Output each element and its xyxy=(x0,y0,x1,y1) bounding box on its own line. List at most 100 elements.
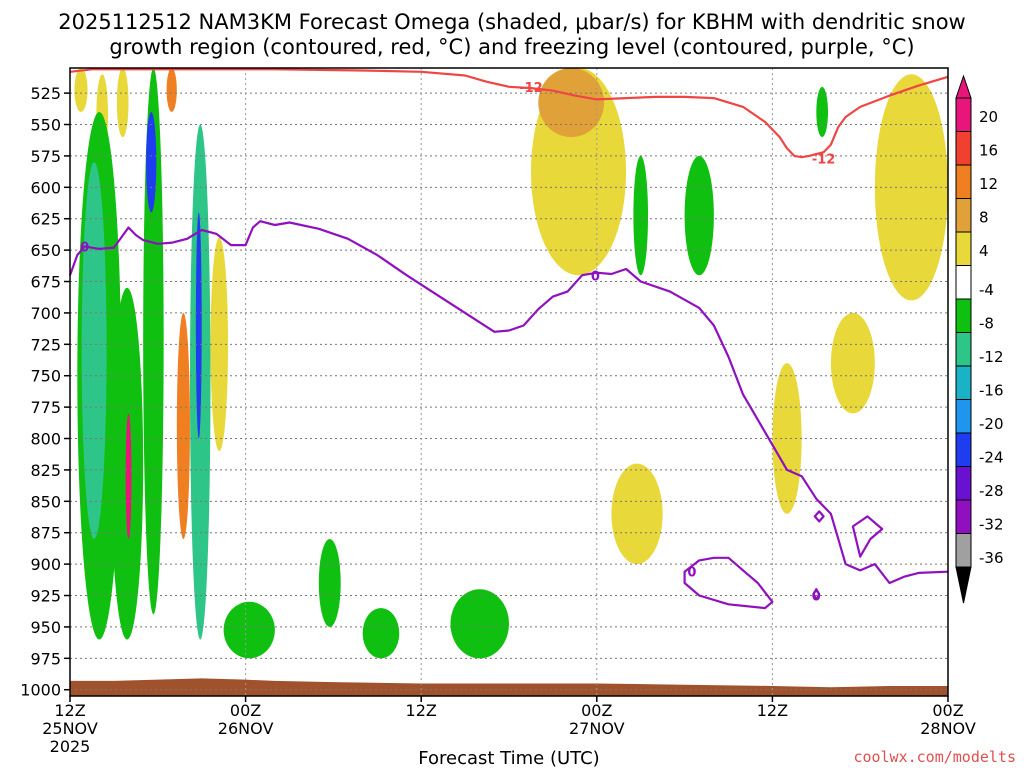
omega-region-14 xyxy=(223,601,275,659)
y-tick-label-800: 800 xyxy=(30,430,61,449)
colorbar-swatch-13 xyxy=(955,533,972,568)
plot-grid xyxy=(69,68,949,696)
colorbar-label-10: -24 xyxy=(979,449,1004,467)
contour-lines: -12 -12 0 0 0 0 xyxy=(68,68,949,610)
colorbar-swatch-10 xyxy=(955,432,972,467)
y-tick-label-750: 750 xyxy=(30,367,61,386)
colorbar-label-0: 20 xyxy=(979,108,998,126)
colorbar-swatch-7 xyxy=(955,332,972,367)
x-tick-label-5-1: 28NOV xyxy=(920,719,976,738)
colorbar-label-9: -20 xyxy=(979,415,1004,433)
y-tick-label-950: 950 xyxy=(30,618,61,637)
x-axis-label: Forecast Time (UTC) xyxy=(418,748,599,768)
x-tick-label-0-0: 12Z xyxy=(54,701,85,720)
colorbar-swatch-6 xyxy=(955,298,972,333)
omega-region-8 xyxy=(146,111,157,213)
colorbar-swatch-0 xyxy=(955,97,972,132)
colorbar-bottom-arrow xyxy=(955,566,972,604)
omega-region-25 xyxy=(830,312,875,414)
freezing-contour-label-1: 0 xyxy=(80,240,89,255)
x-tick-label-5-0: 00Z xyxy=(932,701,963,720)
omega-region-12 xyxy=(195,212,202,439)
omega-shading xyxy=(74,67,949,659)
surface-ground xyxy=(70,678,948,696)
y-axis: 525 550 575 600 625 650 675 700 725 750 775 800 825 8… xyxy=(20,84,70,700)
y-tick-label-825: 825 xyxy=(30,461,61,480)
dgz-contour-label-2: -12 xyxy=(812,152,836,167)
colorbar-label-7: -12 xyxy=(979,348,1004,366)
x-tick-label-0-1: 25NOV xyxy=(42,719,98,738)
omega-region-15 xyxy=(318,539,341,627)
plot-frame xyxy=(69,67,949,697)
omega-region-13 xyxy=(210,237,229,452)
y-tick-label-600: 600 xyxy=(30,178,61,197)
y-tick-label-775: 775 xyxy=(30,398,61,417)
colorbar-label-8: -16 xyxy=(979,382,1004,400)
freezing-level-contour xyxy=(68,220,949,585)
y-tick-label-875: 875 xyxy=(30,524,61,543)
y-tick-label-650: 650 xyxy=(30,241,61,260)
omega-region-0 xyxy=(74,68,88,112)
omega-region-17 xyxy=(450,589,509,659)
colorbar-label-5: -4 xyxy=(979,281,994,299)
omega-region-6 xyxy=(125,413,132,539)
colorbar-top-arrow xyxy=(955,74,972,99)
colorbar-swatch-3 xyxy=(955,198,972,233)
x-tick-label-3-1: 27NOV xyxy=(569,719,625,738)
freezing-level-island-2 xyxy=(851,515,884,558)
colorbar-swatch-11 xyxy=(955,466,972,501)
freezing-level-island-1 xyxy=(813,510,825,523)
x-tick-label-3-0: 00Z xyxy=(581,701,612,720)
omega-region-21 xyxy=(684,155,714,276)
x-tick-label-1-0: 00Z xyxy=(230,701,261,720)
omega-region-26 xyxy=(772,363,802,514)
freezing-level-island-3 xyxy=(812,588,821,601)
colorbar-label-12: -32 xyxy=(979,516,1004,534)
surface-band xyxy=(70,678,948,696)
omega-region-24 xyxy=(816,86,829,138)
colorbar-swatch-5 xyxy=(955,265,972,300)
colorbar-swatch-9 xyxy=(955,399,972,434)
dgz-contour-label-1: -12 xyxy=(519,81,543,96)
colorbar-label-6: -8 xyxy=(979,315,994,333)
y-tick-label-575: 575 xyxy=(30,147,61,166)
y-tick-label-1000: 1000 xyxy=(20,681,61,700)
colorbar: 20 16 12 8 4 -4 -8 -12 -16 -20 -24 -28 -32 -36 xyxy=(955,74,1004,604)
omega-region-19 xyxy=(538,68,605,138)
dgz-minus12-contour xyxy=(69,68,949,159)
omega-region-22 xyxy=(611,463,663,565)
x-tick-label-0-2: 2025 xyxy=(50,737,91,756)
omega-region-20 xyxy=(633,155,649,276)
freezing-contour-label-2: 0 xyxy=(591,269,600,284)
colorbar-swatch-4 xyxy=(955,231,972,266)
x-tick-label-4-0: 12Z xyxy=(757,701,788,720)
freezing-contour-label-3: 0 xyxy=(687,566,696,581)
y-tick-label-900: 900 xyxy=(30,555,61,574)
y-tick-label-525: 525 xyxy=(30,84,61,103)
omega-region-16 xyxy=(362,608,400,659)
freezing-level-island-0 xyxy=(683,556,774,610)
y-tick-label-550: 550 xyxy=(30,116,61,135)
y-tick-label-925: 925 xyxy=(30,587,61,606)
omega-region-4 xyxy=(81,162,107,539)
omega-region-7 xyxy=(143,68,164,615)
colorbar-swatch-2 xyxy=(955,164,972,199)
colorbar-label-2: 12 xyxy=(979,175,998,193)
omega-region-10 xyxy=(176,312,190,539)
chart-title-line-2: growth region (contoured, red, °C) and f… xyxy=(109,35,914,59)
colorbar-label-1: 16 xyxy=(979,142,998,160)
credit-text: coolwx.com/modelts xyxy=(853,748,1016,766)
colorbar-label-4: 4 xyxy=(979,242,989,260)
omega-region-2 xyxy=(116,68,129,138)
y-tick-label-700: 700 xyxy=(30,304,61,323)
y-tick-label-725: 725 xyxy=(30,335,61,354)
chart-title-line-1: 2025112512 NAM3KM Forecast Omega (shaded… xyxy=(58,10,966,34)
y-tick-label-975: 975 xyxy=(30,649,61,668)
y-tick-label-675: 675 xyxy=(30,273,61,292)
colorbar-swatch-8 xyxy=(955,365,972,400)
x-tick-label-1-1: 26NOV xyxy=(218,719,274,738)
freezing-contour-label-4: 0 xyxy=(812,590,821,605)
omega-region-9 xyxy=(166,68,177,112)
